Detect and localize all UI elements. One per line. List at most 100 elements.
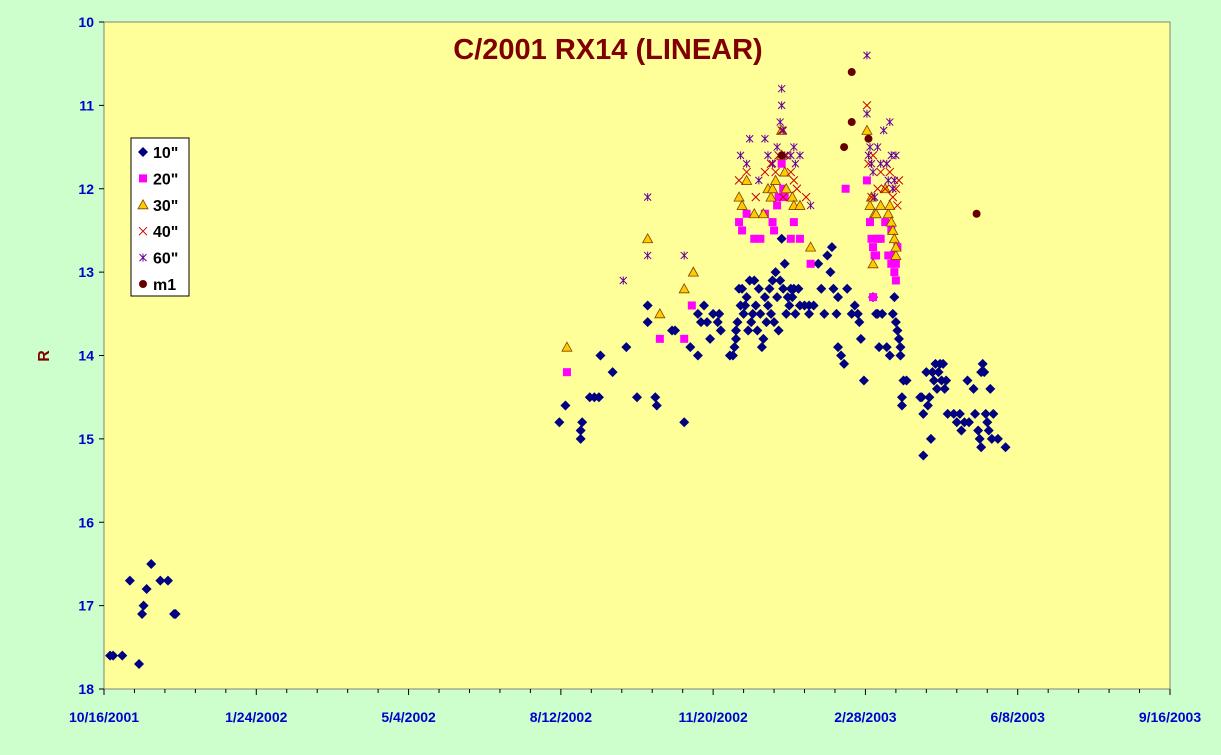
- data-point: [654, 307, 666, 319]
- data-point: [773, 201, 782, 210]
- data-point: [756, 342, 767, 353]
- data-point: [770, 226, 779, 235]
- data-point: [685, 342, 696, 353]
- data-point: [876, 234, 885, 243]
- data-point: [808, 300, 819, 311]
- data-point: [819, 308, 830, 319]
- data-point: [775, 275, 786, 286]
- data-point: [650, 392, 661, 403]
- data-point: [891, 276, 900, 285]
- data-point: [842, 283, 853, 294]
- data-point: [884, 176, 893, 185]
- data-point: [737, 283, 748, 294]
- data-point: [764, 151, 772, 160]
- data-point: [751, 192, 761, 202]
- data-point: [976, 442, 987, 453]
- data-point: [885, 167, 895, 177]
- data-point: [786, 191, 799, 202]
- data-point: [575, 433, 586, 444]
- data-point: [979, 367, 990, 378]
- data-point: [786, 167, 796, 177]
- data-point: [750, 234, 759, 243]
- data-point: [892, 325, 903, 336]
- data-point: [983, 425, 994, 436]
- data-point: [831, 308, 842, 319]
- data-point: [982, 417, 993, 428]
- data-point: [863, 51, 871, 60]
- x-tick-label: 6/8/2003: [990, 709, 1045, 725]
- data-point: [796, 151, 804, 160]
- data-point: [895, 342, 906, 353]
- data-point: [752, 325, 763, 336]
- data-point: [939, 383, 950, 394]
- legend-label: 30": [153, 198, 178, 215]
- data-point: [779, 258, 790, 269]
- data-point: [765, 191, 777, 202]
- y-axis-label: R: [36, 350, 53, 362]
- data-point: [770, 267, 781, 278]
- data-point: [764, 283, 775, 294]
- data-marks: [105, 51, 1011, 669]
- data-point: [942, 408, 953, 419]
- data-point: [755, 308, 766, 319]
- data-point: [747, 308, 758, 319]
- data-point: [881, 218, 890, 227]
- data-point: [767, 275, 778, 286]
- data-point: [687, 301, 696, 310]
- data-point: [847, 118, 856, 127]
- data-point: [748, 207, 760, 219]
- data-point: [769, 174, 782, 185]
- data-point: [137, 608, 148, 619]
- data-point: [743, 325, 754, 336]
- data-point: [621, 342, 632, 353]
- data-point: [874, 199, 887, 210]
- data-point: [893, 201, 902, 210]
- data-point: [781, 308, 792, 319]
- data-point: [806, 259, 815, 268]
- x-tick-label: 9/16/2003: [1139, 709, 1201, 725]
- data-point: [768, 159, 777, 168]
- x-tick-label: 8/12/2002: [530, 709, 592, 725]
- y-tick-label: 10: [78, 14, 94, 30]
- data-point: [777, 126, 787, 135]
- data-point: [641, 232, 654, 244]
- data-point: [680, 334, 689, 343]
- legend-label: 60": [153, 251, 178, 268]
- data-point: [985, 383, 996, 394]
- series-3: [734, 101, 904, 210]
- data-point: [872, 251, 881, 260]
- data-point: [742, 159, 751, 168]
- data-point: [651, 400, 662, 411]
- data-point: [778, 192, 788, 202]
- data-point: [642, 317, 653, 328]
- data-point: [753, 283, 764, 294]
- data-point: [933, 367, 944, 378]
- data-point: [162, 575, 173, 586]
- data-point: [735, 218, 744, 227]
- data-point: [858, 375, 869, 386]
- data-point: [885, 118, 894, 127]
- data-point: [768, 218, 777, 227]
- data-point: [680, 251, 689, 260]
- y-tick-label: 13: [78, 264, 94, 280]
- data-point: [761, 134, 769, 143]
- data-point: [695, 317, 706, 328]
- data-point: [790, 308, 801, 319]
- data-point: [986, 433, 997, 444]
- data-point: [771, 167, 780, 177]
- data-point: [864, 134, 873, 143]
- data-point: [804, 308, 815, 319]
- data-point: [839, 358, 850, 369]
- data-point: [619, 276, 628, 285]
- data-point: [840, 143, 849, 152]
- data-point: [155, 575, 166, 586]
- data-point: [972, 209, 981, 218]
- data-point: [146, 558, 157, 569]
- data-point: [962, 375, 973, 386]
- data-point: [562, 368, 571, 377]
- data-point: [732, 317, 743, 328]
- data-point: [643, 193, 652, 202]
- data-point: [789, 176, 799, 185]
- x-tick-label: 1/24/2002: [225, 709, 287, 725]
